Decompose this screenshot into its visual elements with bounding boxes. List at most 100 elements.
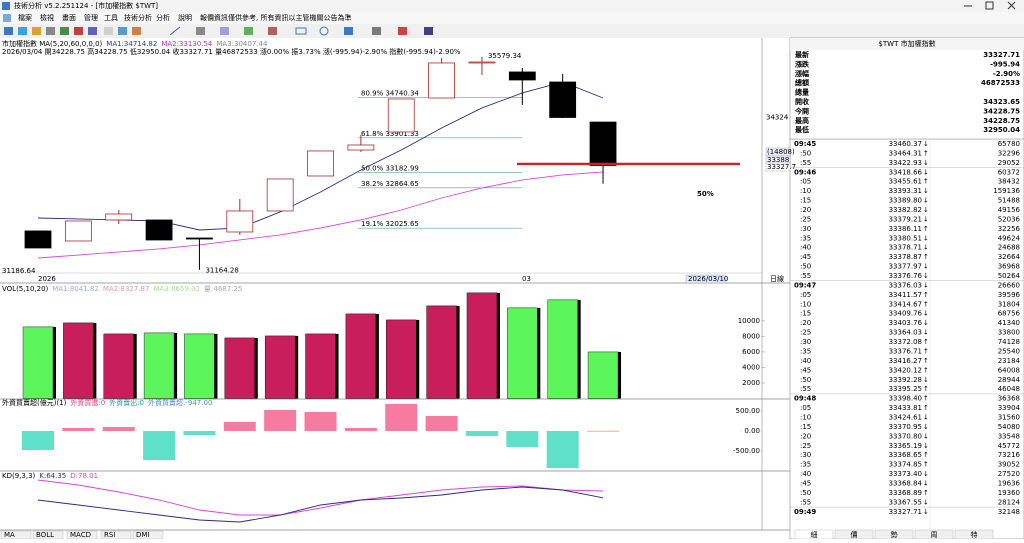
tick-price: 33382.82 xyxy=(889,206,922,214)
tick-price: 33395.25 xyxy=(889,385,922,393)
tick-price: 33392.28 xyxy=(889,376,922,384)
menu-item[interactable]: 說明 xyxy=(178,13,192,22)
tick-volume: 29052 xyxy=(998,159,1020,167)
tick-time: :35 xyxy=(800,461,811,469)
quote-title: $TWT 市加權指數 xyxy=(878,39,935,48)
volume-bar xyxy=(386,319,417,399)
restore-button[interactable] xyxy=(985,1,994,10)
tick-volume: 33800 xyxy=(998,329,1020,337)
field-value: 46872533 xyxy=(981,79,1020,87)
tab-label[interactable]: BOLL xyxy=(36,531,54,539)
foreign-bar xyxy=(264,410,297,431)
y-tick-label: 2000 xyxy=(742,379,760,387)
tool-button[interactable] xyxy=(344,27,353,35)
tick-price: 33377.97 xyxy=(889,263,922,271)
tab-label[interactable]: 勢 xyxy=(891,530,898,539)
y-tick-label: 8000 xyxy=(742,332,760,340)
tab-label[interactable]: RSI xyxy=(104,531,115,539)
tick-volume: 49624 xyxy=(998,234,1021,242)
tick-arrow: ↓ xyxy=(923,479,929,487)
volume-bar xyxy=(587,351,619,399)
tab-label[interactable]: MACD xyxy=(70,531,91,539)
tool-button[interactable] xyxy=(104,27,113,35)
tick-price: 33327.71 xyxy=(889,508,922,516)
ma-line-blue xyxy=(37,81,604,231)
tool-button[interactable] xyxy=(220,27,229,35)
tick-arrow: ↓ xyxy=(923,159,929,167)
menu-item[interactable]: 畫面 xyxy=(62,13,76,22)
fib-label: 61.8% 33901.33 xyxy=(361,130,419,138)
menu-item[interactable]: 技術分析 xyxy=(124,13,152,22)
tool-button[interactable] xyxy=(4,27,13,35)
menu-item[interactable]: 檢視 xyxy=(40,13,54,22)
tick-time: :50 xyxy=(800,489,811,497)
tool-button[interactable] xyxy=(398,27,407,35)
tool-button[interactable] xyxy=(372,27,381,35)
tab-label[interactable]: DMI xyxy=(136,531,150,539)
y-tick-label: 34324 xyxy=(766,113,789,121)
tab-label[interactable]: 價 xyxy=(851,530,858,539)
foreign-bar xyxy=(22,431,54,450)
candle-body xyxy=(266,178,294,212)
tick-arrow: ↑ xyxy=(923,357,929,365)
tab-label[interactable]: MA xyxy=(4,531,15,539)
tool-button[interactable] xyxy=(74,27,83,35)
y-tick-label: -500.00 xyxy=(733,447,760,455)
tick-arrow: ↓ xyxy=(923,376,929,384)
tool-button[interactable] xyxy=(118,27,127,35)
candle-body xyxy=(428,62,456,99)
menu-item[interactable]: 檔案 xyxy=(18,13,32,22)
tick-time: :50 xyxy=(800,376,811,384)
tick-time: :05 xyxy=(800,291,811,299)
tick-volume: 49156 xyxy=(998,206,1021,214)
tick-time: :45 xyxy=(800,253,811,261)
ma-line-pink xyxy=(37,171,604,259)
tick-volume: 74128 xyxy=(998,338,1020,346)
volume-legend-part: 量:4687.25 xyxy=(204,285,242,293)
circle-tool[interactable] xyxy=(319,26,329,36)
low-label: 31164.28 xyxy=(205,267,238,275)
volume-legend-part: MA1:8041.82 xyxy=(52,285,99,293)
tool-button[interactable] xyxy=(88,27,97,35)
tool-button[interactable] xyxy=(268,27,277,35)
app-icon xyxy=(2,2,10,10)
tool-button[interactable] xyxy=(244,27,253,35)
tick-arrow: ↓ xyxy=(923,470,929,478)
tick-price: 33378.87 xyxy=(889,253,922,261)
tool-button[interactable] xyxy=(132,27,141,35)
tick-volume: 51488 xyxy=(998,197,1020,205)
tick-arrow: ↑ xyxy=(923,300,929,308)
bottom-left-value: 31186.64 xyxy=(2,267,36,275)
tick-volume: 23184 xyxy=(998,357,1021,365)
tick-time: :50 xyxy=(800,149,811,157)
save-button[interactable] xyxy=(424,27,433,35)
annotation-text: 50% xyxy=(697,190,714,198)
close-button[interactable] xyxy=(1007,1,1016,10)
price-legend: 市加權指數 MA(5,20,60,0,0,0) MA1:34714.82 MA2:3… xyxy=(2,39,268,48)
tick-arrow: ↑ xyxy=(923,385,929,393)
tab-label[interactable]: 細 xyxy=(811,530,818,539)
tick-arrow: ↓ xyxy=(923,168,929,176)
field-label: 今開 xyxy=(794,106,809,115)
tab-label[interactable]: 周 xyxy=(931,531,938,539)
menu-item[interactable]: 管理 xyxy=(84,13,98,22)
tick-price: 33393.31 xyxy=(889,187,922,195)
foreign-bar xyxy=(385,404,418,431)
tab-label[interactable]: 特 xyxy=(971,530,978,539)
candle-body xyxy=(64,220,92,242)
tool-button[interactable] xyxy=(32,27,41,35)
fib-label: 38.2% 32864.65 xyxy=(361,180,419,188)
fib-label: 50.0% 33182.99 xyxy=(361,164,419,172)
tool-button[interactable] xyxy=(18,27,27,35)
rect-tool[interactable] xyxy=(295,27,307,35)
tick-volume: 27520 xyxy=(998,470,1020,478)
tool-button[interactable] xyxy=(60,27,69,35)
foreign-bar xyxy=(587,430,620,432)
tool-button[interactable] xyxy=(46,27,55,35)
menu-item[interactable]: 分析 xyxy=(156,13,170,22)
tick-arrow: ↑ xyxy=(923,489,929,497)
tool-button[interactable] xyxy=(196,27,205,35)
draw-line-tool[interactable] xyxy=(169,26,181,36)
menu-item[interactable]: 工具 xyxy=(104,14,118,22)
